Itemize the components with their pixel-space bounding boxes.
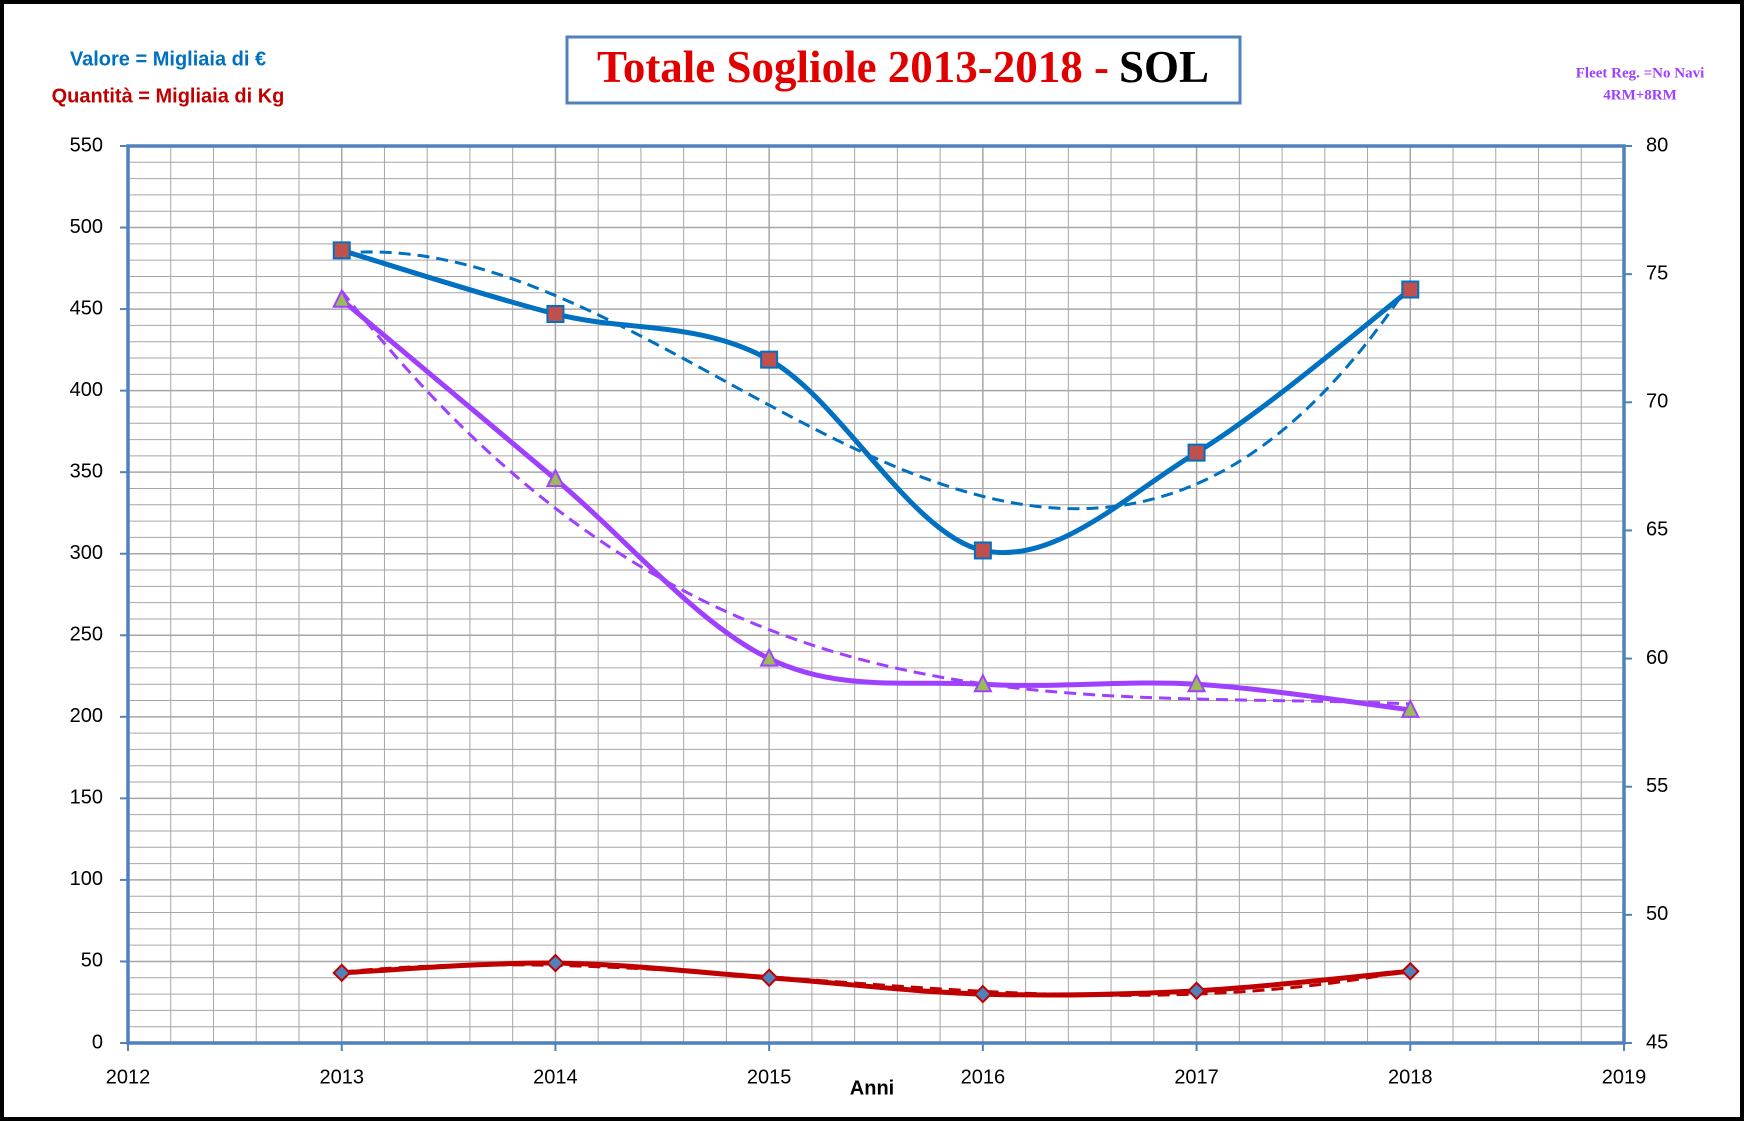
- x-tick-label: 2017: [1174, 1066, 1219, 1088]
- marker: [1186, 672, 1207, 693]
- y2-tick-label: 70: [1646, 391, 1668, 413]
- x-tick-label: 2019: [1602, 1066, 1647, 1088]
- marker: [759, 968, 779, 988]
- marker: [1401, 280, 1420, 299]
- y-tick-label: 300: [70, 542, 103, 564]
- y-tick-label: 50: [81, 950, 103, 972]
- marker: [332, 963, 352, 983]
- y2-tick-label: 80: [1646, 134, 1668, 156]
- plot-border: [126, 144, 1626, 1045]
- y-tick-label: 550: [70, 134, 103, 156]
- y2-tick-label: 45: [1646, 1031, 1668, 1053]
- y-tick-label: 200: [70, 705, 103, 727]
- y2-tick-label: 55: [1646, 775, 1668, 797]
- y-tick-label: 250: [70, 624, 103, 646]
- y-tick-label: 500: [70, 216, 103, 238]
- chart-title-suffix: SOL: [1119, 42, 1209, 92]
- marker: [1400, 961, 1420, 981]
- legend-label: Quantità = Migliaia di Kg: [52, 85, 285, 107]
- series-line: [340, 297, 1411, 713]
- marker: [546, 304, 565, 323]
- x-tick-label: 2014: [533, 1066, 578, 1088]
- chart-title-group: Totale Sogliole 2013-2018 - SOL: [597, 42, 1209, 92]
- series-line: [341, 960, 1411, 998]
- y2-tick-label: 65: [1646, 519, 1668, 541]
- marker: [545, 467, 566, 488]
- y-tick-label: 400: [70, 379, 103, 401]
- marker: [760, 350, 779, 369]
- marker: [546, 953, 565, 973]
- y-tick-label: 150: [70, 787, 103, 809]
- y-tick-label: 350: [70, 460, 103, 482]
- title-box: [565, 35, 1242, 105]
- marker: [1400, 698, 1420, 718]
- legend-label: Fleet Reg. =No Navi: [1576, 65, 1705, 81]
- y-tick-label: 0: [92, 1031, 103, 1053]
- y-tick-label: 450: [70, 297, 103, 319]
- marker: [332, 241, 351, 260]
- legend-label: Valore = Migliaia di €: [70, 48, 266, 70]
- y2-tick-label: 75: [1646, 262, 1668, 284]
- x-axis-label: Anni: [850, 1077, 894, 1099]
- x-tick-label: 2018: [1388, 1066, 1433, 1088]
- marker: [973, 541, 992, 560]
- trendline: [341, 250, 1412, 511]
- annotation: 4RM+8RM: [1603, 87, 1677, 103]
- y2-tick-label: 50: [1646, 903, 1668, 925]
- x-tick-label: 2013: [319, 1066, 364, 1088]
- chart-title: Totale Sogliole 2013-2018 -: [597, 42, 1109, 92]
- x-tick-label: 2016: [961, 1066, 1006, 1088]
- marker: [1187, 981, 1206, 1001]
- y-tick-label: 100: [70, 868, 103, 890]
- marker: [332, 288, 352, 308]
- y2-tick-label: 60: [1646, 647, 1668, 669]
- marker: [973, 672, 993, 693]
- x-tick-label: 2012: [106, 1066, 151, 1088]
- x-tick-label: 2015: [747, 1066, 792, 1088]
- marker: [1187, 443, 1206, 462]
- marker: [759, 647, 779, 667]
- marker: [973, 984, 993, 1004]
